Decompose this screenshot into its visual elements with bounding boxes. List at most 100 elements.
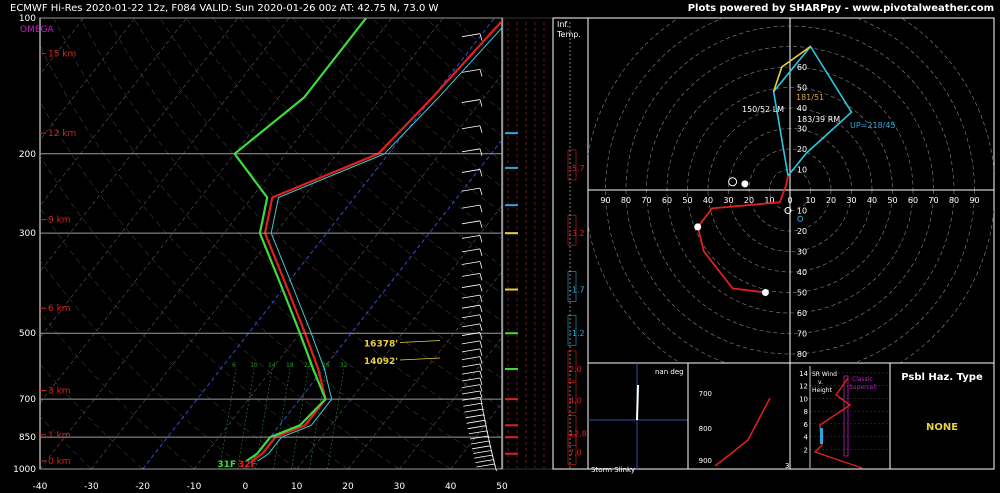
dry-adiabat — [40, 44, 451, 469]
hodo-km-marker — [694, 223, 702, 231]
mini-pressure-label: 900 — [699, 457, 712, 465]
wind-barb — [461, 220, 481, 225]
wind-barb-flag — [479, 235, 483, 243]
hodo-v-label: 40 — [797, 268, 807, 277]
sr-height-label: 14 — [799, 370, 808, 378]
wind-barb-flag — [479, 284, 483, 292]
mini-pressure-label: 700 — [699, 390, 712, 398]
wind-barb — [461, 294, 481, 299]
inferred-temp-box — [567, 350, 577, 382]
wind-barb-flag — [479, 397, 483, 405]
wind-barb-flag — [479, 187, 483, 196]
isotherm-line — [347, 271, 502, 469]
wind-barb — [461, 99, 481, 103]
mini-temp-trace — [714, 397, 771, 467]
wind-barb — [461, 272, 481, 277]
sr-wind-title-1: SR Wind — [812, 371, 837, 378]
hodo-upper-trace — [772, 45, 853, 177]
wind-barb-flag — [479, 305, 483, 313]
wind-barb — [461, 148, 481, 153]
wind-barb-flag — [483, 414, 486, 422]
wind-barb — [468, 430, 487, 435]
wind-barb-flag — [479, 332, 483, 340]
inferred-temp-value: 4.0 — [569, 397, 582, 406]
wind-barb-flag — [482, 409, 485, 417]
classic-supercell-band — [843, 375, 849, 457]
wind-barb — [461, 332, 481, 336]
wind-barb-flag — [494, 463, 497, 472]
inferred-temp-title-2: Temp. — [556, 30, 581, 39]
skewt-frame — [39, 17, 503, 470]
sr-wind-plot: 14 12 10 8 6 4 2 — [799, 366, 888, 469]
isotherm-line — [40, 18, 187, 207]
hodograph-plot: 90 80 70 60 50 40 30 20 10 0 10 20 30 40 50 60 70 80 90 20 1… — [588, 18, 994, 363]
inferred-temp-value: 7.0 — [569, 449, 582, 458]
isotherm-line — [40, 18, 341, 404]
inferred-temp-title: Inf. — [557, 20, 569, 29]
hodo-u-label: 30 — [846, 196, 856, 205]
classic-supercell-1: Classic — [852, 376, 873, 383]
dry-adiabat — [40, 101, 400, 469]
wind-barb — [461, 363, 481, 368]
hodo-u-label: 30 — [723, 196, 733, 205]
dry-adiabat — [40, 415, 92, 469]
height-label: 3 km — [48, 387, 71, 397]
dry-adiabat — [319, 18, 502, 188]
sr-height-label: 2 — [804, 446, 808, 454]
wind-barb-flag — [484, 420, 487, 428]
wind-barb-flag — [479, 99, 483, 107]
wind-barb-flag — [479, 348, 483, 357]
wind-barb — [476, 463, 495, 468]
hodo-u-label: 50 — [887, 196, 897, 205]
temp-mini-frame — [687, 362, 791, 470]
hodo-v-label: 20 — [797, 227, 807, 236]
dry-adiabat — [451, 18, 502, 63]
height-label: 15 km — [48, 50, 76, 60]
wind-barb-flag — [479, 248, 483, 256]
wind-barb-flag — [479, 390, 483, 399]
hodo-yellow-trace — [772, 45, 811, 92]
hodo-v-label: 30 — [797, 248, 807, 257]
isotherm-line — [193, 73, 502, 469]
header-title: ECMWF Hi-Res 2020-01-22 12z, F084 VALID:… — [10, 3, 439, 14]
wind-barb — [461, 340, 481, 345]
wind-barb-flag — [479, 377, 483, 386]
wind-barb — [461, 204, 481, 209]
temperature-tick-label: 50 — [496, 482, 508, 492]
wind-barb — [461, 356, 481, 360]
wind-barb — [461, 390, 481, 395]
wind-barb-flag — [479, 384, 483, 392]
pressure-tick-label: 300 — [19, 229, 36, 239]
wind-barb — [461, 234, 481, 239]
dry-adiabat — [212, 18, 502, 294]
mixing-ratio-label: 26 — [322, 362, 330, 369]
mini-pressure-label: 800 — [699, 425, 712, 433]
inferred-temp-box — [567, 314, 577, 346]
hodo-u-label: 20 — [744, 196, 754, 205]
wind-barb — [463, 402, 482, 407]
dry-adiabat — [79, 18, 502, 439]
virtual-temp-profile — [257, 27, 502, 462]
isotherm-line — [450, 402, 502, 469]
temperature-tick-label: -10 — [187, 482, 202, 492]
height-label: 12 km — [48, 129, 76, 139]
wind-barb-flag — [480, 403, 484, 411]
classic-supercell-2: Supercell — [849, 384, 877, 391]
pressure-tick-label: 500 — [19, 329, 36, 339]
hodo-v-label: 50 — [797, 84, 807, 93]
inferred-temp-box — [567, 214, 577, 246]
hodo-u-label: 80 — [949, 196, 959, 205]
hodo-v-label: 40 — [797, 104, 807, 113]
sr-wind-bar — [820, 428, 823, 444]
wind-barb — [466, 419, 485, 424]
hodo-annotation: 150/52 LM — [742, 105, 784, 114]
sr-wind-title-2: v. — [818, 379, 823, 386]
dry-adiabat — [239, 18, 502, 267]
temp-mini-plot: 700 800 900 — [699, 390, 771, 467]
hodo-annotation: 183/39 RM — [797, 115, 840, 124]
wind-barb — [461, 33, 481, 38]
wind-barb — [461, 304, 481, 309]
hodo-u-label: 0 — [787, 196, 792, 205]
height-label: 1 km — [48, 431, 71, 441]
